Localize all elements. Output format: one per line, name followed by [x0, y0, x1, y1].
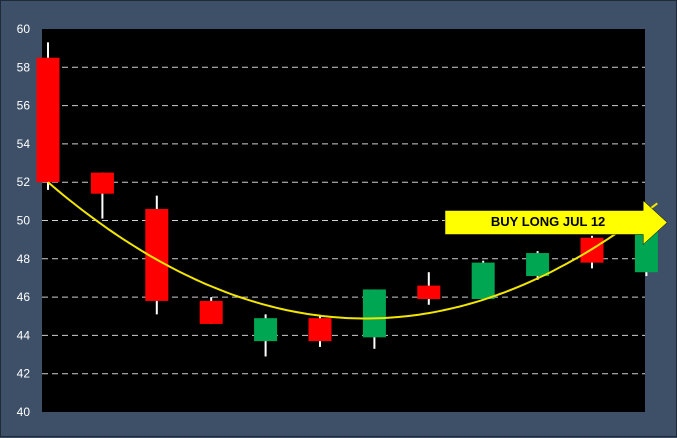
candle [308, 316, 332, 347]
y-tick-label: 44 [17, 328, 31, 342]
candle [199, 297, 223, 324]
candle [36, 42, 60, 190]
candle [526, 251, 550, 280]
candle-body [526, 253, 550, 277]
y-tick-label: 58 [17, 60, 31, 74]
y-tick-label: 50 [17, 214, 31, 228]
gridlines [42, 66, 645, 375]
candle-body [254, 318, 278, 342]
candle [145, 195, 169, 315]
candle-body [308, 318, 332, 342]
candle-body [90, 172, 114, 194]
candle [471, 260, 495, 300]
y-tick-label: 42 [17, 367, 31, 381]
y-tick-label: 56 [17, 99, 31, 113]
candle [254, 314, 278, 357]
candle-body [199, 300, 223, 324]
y-tick-label: 46 [17, 290, 31, 304]
trend-curve [47, 181, 658, 320]
candle-body [362, 289, 386, 338]
y-tick-label: 60 [17, 22, 31, 36]
candle [90, 172, 114, 219]
arrow-shape [444, 199, 668, 246]
arrow-label: BUY LONG JUL 12 [491, 214, 605, 229]
candles [36, 42, 658, 357]
buy-annotation: BUY LONG JUL 12 [444, 199, 668, 246]
y-tick-label: 52 [17, 175, 31, 189]
candle-body [36, 57, 60, 183]
candle-body [471, 262, 495, 300]
y-tick-label: 48 [17, 252, 31, 266]
candle-body [417, 285, 441, 300]
y-tick-label: 40 [17, 405, 31, 419]
candle-body [145, 209, 169, 301]
y-tick-label: 54 [17, 137, 31, 151]
y-axis: 40 42 44 46 48 50 52 54 56 58 60 [17, 22, 31, 419]
candle [417, 272, 441, 305]
